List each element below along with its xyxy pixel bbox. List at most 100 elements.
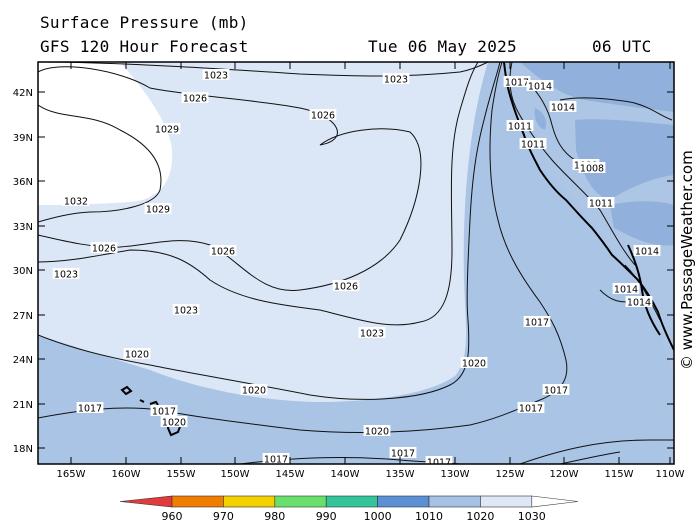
- lat-label: 33N: [13, 222, 33, 233]
- svg-text:1017: 1017: [264, 455, 288, 466]
- lon-label: 110W: [656, 469, 685, 480]
- longitude-labels: 165W 160W 155W 150W 145W 140W 135W 130W 125W 120W…: [57, 469, 685, 480]
- map-title: Surface Pressure (mb): [40, 13, 249, 32]
- land-area: [505, 62, 674, 380]
- legend-swatch: [223, 495, 276, 508]
- isobar-label: 1017: [503, 76, 531, 89]
- isobar-label: 1023: [172, 304, 200, 317]
- lat-label: 27N: [13, 311, 33, 322]
- svg-text:1020: 1020: [462, 359, 486, 370]
- lat-label: 42N: [13, 88, 33, 99]
- isobar-label: 1014: [612, 283, 640, 296]
- isobar-label: 1023: [382, 73, 410, 86]
- isobar-label: 1020: [460, 357, 488, 370]
- lon-label: 125W: [496, 469, 525, 480]
- lat-label: 21N: [13, 400, 33, 411]
- forecast-time: 06 UTC: [592, 37, 652, 56]
- isobar-label: 1020: [123, 348, 151, 361]
- isobar-label: 1017: [262, 453, 290, 466]
- svg-text:1026: 1026: [183, 94, 207, 105]
- svg-text:1014: 1014: [627, 298, 651, 309]
- legend-value: 990: [316, 510, 337, 523]
- isobar-label: 1029: [153, 123, 181, 136]
- lon-label: 135W: [386, 469, 415, 480]
- isobar-label: 1014: [633, 245, 661, 258]
- svg-text:1017: 1017: [78, 404, 102, 415]
- isobar-label: 1014: [526, 80, 554, 93]
- lon-label: 160W: [112, 469, 141, 480]
- svg-text:1017: 1017: [427, 458, 451, 469]
- lon-label: 130W: [441, 469, 470, 480]
- isobar-label: 1017: [523, 316, 551, 329]
- svg-text:1017: 1017: [519, 404, 543, 415]
- svg-text:1017: 1017: [505, 78, 529, 89]
- legend-swatch: [274, 495, 327, 508]
- svg-text:1017: 1017: [544, 386, 568, 397]
- lat-label: 30N: [13, 266, 33, 277]
- svg-text:1023: 1023: [360, 329, 384, 340]
- isobar-label: 1020: [160, 416, 188, 429]
- svg-text:1029: 1029: [146, 205, 170, 216]
- svg-text:1011: 1011: [521, 140, 545, 151]
- isobar-label: 1017: [76, 402, 104, 415]
- lon-label: 145W: [276, 469, 305, 480]
- map-area: 1023 1026 1029 1032 1029 1026 1023 1023 1026 1026…: [38, 62, 674, 469]
- svg-text:1023: 1023: [384, 75, 408, 86]
- isobar-label: 1014: [549, 101, 577, 114]
- lon-label: 120W: [550, 469, 579, 480]
- svg-text:1011: 1011: [508, 122, 532, 133]
- svg-text:1020: 1020: [365, 427, 389, 438]
- coastlines: [503, 62, 674, 351]
- map-frame: [37, 61, 675, 465]
- legend-value: 1020: [466, 510, 494, 523]
- legend-swatch: [171, 495, 224, 508]
- legend-value: 1030: [518, 510, 546, 523]
- lon-label: 140W: [331, 469, 360, 480]
- isobar-label: 1023: [202, 69, 230, 82]
- legend-swatch: [480, 495, 533, 508]
- isobar-label: 1011: [506, 120, 534, 133]
- pressure-legend: 960 970 980 990 1000 1010 1020 1030: [119, 495, 579, 523]
- svg-text:1020: 1020: [162, 418, 186, 429]
- svg-text:1026: 1026: [211, 247, 235, 258]
- svg-text:1023: 1023: [174, 306, 198, 317]
- forecast-label: GFS 120 Hour Forecast: [40, 37, 249, 56]
- legend-arrow-right: [531, 495, 579, 508]
- isobar-labels: 1023 1026 1029 1032 1029 1026 1023 1023 1026 1026…: [52, 69, 661, 469]
- svg-text:1026: 1026: [311, 111, 335, 122]
- svg-text:1023: 1023: [54, 270, 78, 281]
- credit-text: © www.PassageWeather.com: [678, 150, 696, 370]
- axis-ticks: [38, 62, 674, 464]
- svg-text:1008: 1008: [580, 164, 604, 175]
- svg-text:1017: 1017: [152, 407, 176, 418]
- svg-text:1029: 1029: [155, 125, 179, 136]
- isobar-label: 1026: [181, 92, 209, 105]
- isobar-label: 1026: [309, 109, 337, 122]
- isobar-label: 1011: [587, 197, 615, 210]
- isobar-label: 1014: [625, 296, 653, 309]
- legend-swatch: [377, 495, 430, 508]
- lat-label: 18N: [13, 444, 33, 455]
- isobar-label: 1020: [240, 384, 268, 397]
- legend-swatch: [325, 495, 378, 508]
- isobar-label: 1026: [90, 242, 118, 255]
- svg-text:1020: 1020: [125, 350, 149, 361]
- lon-label: 150W: [221, 469, 250, 480]
- legend-value: 980: [264, 510, 285, 523]
- legend-value: 1010: [415, 510, 443, 523]
- svg-text:1014: 1014: [528, 82, 552, 93]
- isobar-label: 1029: [144, 203, 172, 216]
- legend-value: 1000: [364, 510, 392, 523]
- lat-label: 36N: [13, 177, 33, 188]
- isobar-label: 1032: [62, 195, 90, 208]
- svg-text:1017: 1017: [391, 449, 415, 460]
- svg-text:1011: 1011: [589, 199, 613, 210]
- isobar-label: 1017: [517, 402, 545, 415]
- svg-text:1014: 1014: [551, 103, 575, 114]
- svg-text:1026: 1026: [334, 282, 358, 293]
- isobar-label: 1008: [578, 162, 606, 175]
- lon-label: 155W: [167, 469, 196, 480]
- isobar-label: 1023: [358, 327, 386, 340]
- svg-text:1026: 1026: [92, 244, 116, 255]
- legend-value: 960: [162, 510, 183, 523]
